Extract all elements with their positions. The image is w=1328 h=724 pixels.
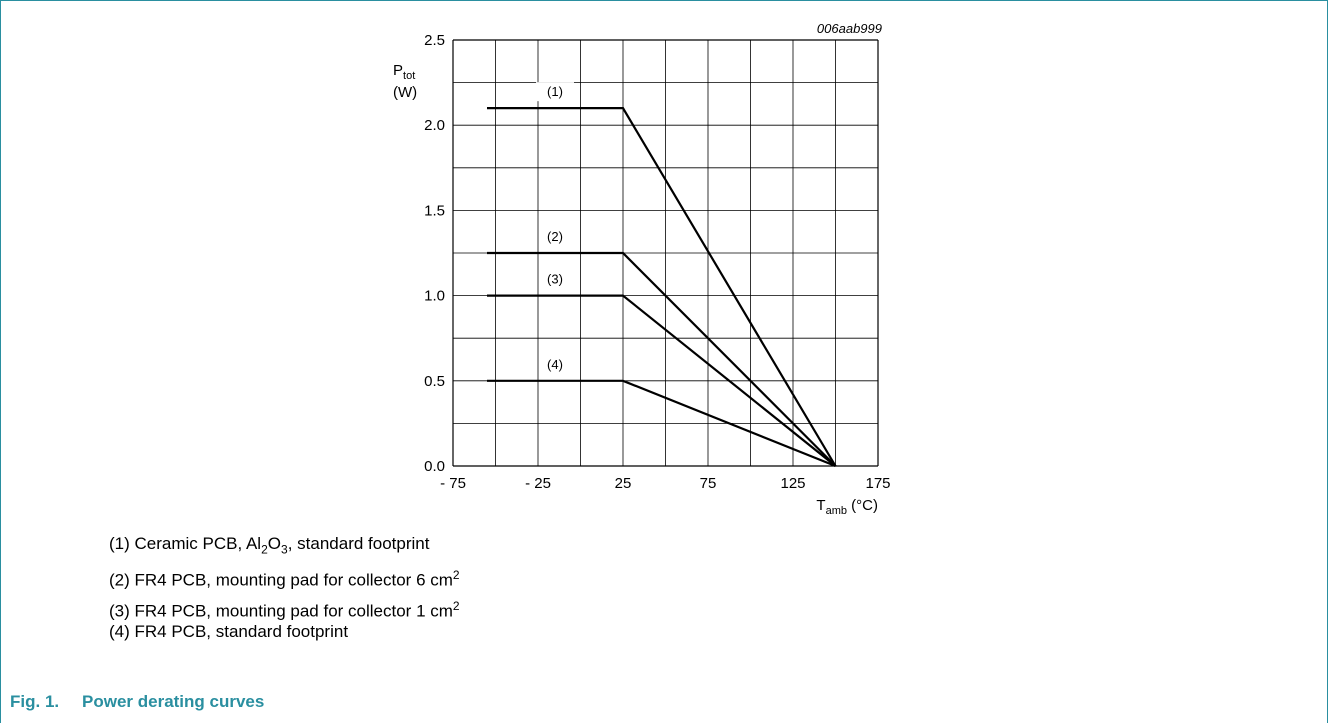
series-label-4: (4) xyxy=(547,357,563,372)
series-label-1: (1) xyxy=(547,84,563,99)
series-label-bg xyxy=(536,82,574,102)
x-tick-label: 125 xyxy=(780,475,805,492)
series-line-1 xyxy=(487,107,837,467)
x-tick-label: - 25 xyxy=(525,475,551,492)
y-axis-unit: (W) xyxy=(393,84,417,101)
legend-item-4: (4) FR4 PCB, standard footprint xyxy=(109,622,349,641)
y-tick-label: 0.0 xyxy=(424,458,445,475)
figure-caption: Fig. 1. Power derating curves xyxy=(10,692,264,712)
x-tick-label: 25 xyxy=(615,475,632,492)
series-line-4 xyxy=(487,379,836,468)
grid-lines xyxy=(452,39,879,467)
figure-code: 006aab999 xyxy=(817,21,882,36)
series-line-3 xyxy=(487,294,837,467)
legend-list: (1) Ceramic PCB, Al2O3, standard footpri… xyxy=(109,534,460,653)
figure-number: Fig. 1. xyxy=(10,692,60,711)
power-derating-chart: (1) (2) (3) (4) 0.0 0.5 1.0 1.5 2.0 2.5 - 75 - 25 2… xyxy=(393,21,891,517)
tick-labels: 0.0 0.5 1.0 1.5 2.0 2.5 - 75 - 25 25 75 125 175 xyxy=(424,32,890,492)
x-tick-label: 75 xyxy=(700,475,717,492)
series-label-3: (3) xyxy=(547,272,563,287)
x-tick-label: - 75 xyxy=(440,475,466,492)
y-tick-label: 1.5 xyxy=(424,202,445,219)
y-tick-label: 0.5 xyxy=(424,373,445,390)
figure-title: Power derating curves xyxy=(82,692,265,711)
y-tick-label: 1.0 xyxy=(424,288,445,305)
series-line-2 xyxy=(487,251,837,467)
y-tick-label: 2.5 xyxy=(424,32,445,49)
x-tick-label: 175 xyxy=(865,475,890,492)
chart-area: (1) (2) (3) (4) 0.0 0.5 1.0 1.5 2.0 2.5 - 75 - 25 2… xyxy=(393,21,891,517)
legend-item-2: (2) FR4 PCB, mounting pad for collector … xyxy=(109,568,460,590)
series-lines: (1) (2) (3) (4) xyxy=(487,82,837,468)
y-axis-label: Ptot xyxy=(393,62,415,82)
y-tick-label: 2.0 xyxy=(424,117,445,134)
legend-item-3: (3) FR4 PCB, mounting pad for collector … xyxy=(109,599,460,621)
legend-item-1: (1) Ceramic PCB, Al2O3, standard footpri… xyxy=(109,534,430,557)
series-label-2: (2) xyxy=(547,229,563,244)
x-axis-label: Tamb (°C) xyxy=(816,497,878,517)
